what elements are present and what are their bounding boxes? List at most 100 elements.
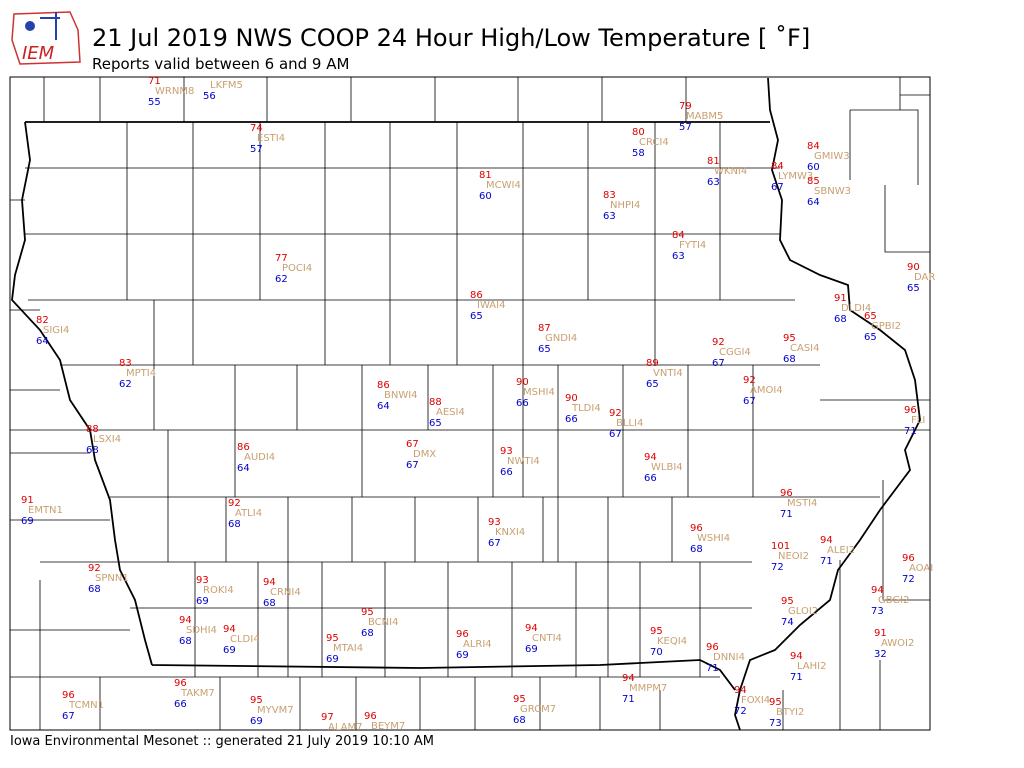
station-id: WLBI4 bbox=[651, 462, 683, 473]
station-low: 63 bbox=[707, 177, 720, 188]
station-id: DAR bbox=[914, 272, 935, 283]
station-id: CNTI4 bbox=[532, 633, 562, 644]
station-low: 65 bbox=[646, 379, 659, 390]
station-id: ESTI4 bbox=[257, 133, 285, 144]
station-id: GLOI2 bbox=[788, 606, 818, 617]
station-high: 91 bbox=[21, 495, 34, 506]
station-high: 90 bbox=[907, 262, 920, 273]
station-high: 95 bbox=[781, 596, 794, 607]
station-low: 62 bbox=[119, 379, 132, 390]
station-id: FLI bbox=[911, 415, 925, 426]
station-high: 87 bbox=[538, 323, 551, 334]
map bbox=[9, 76, 931, 731]
footer: Iowa Environmental Mesonet :: generated … bbox=[10, 734, 434, 749]
station-low: 64 bbox=[237, 463, 250, 474]
station-low: 63 bbox=[672, 251, 685, 262]
station-low: 67 bbox=[712, 358, 725, 369]
station-high: 74 bbox=[250, 123, 263, 134]
station-id: MTAI4 bbox=[333, 643, 363, 654]
station-id: GMIW3 bbox=[814, 151, 850, 162]
station-high: 65 bbox=[864, 311, 877, 322]
station-high: 96 bbox=[174, 678, 187, 689]
station-id: DNNI4 bbox=[713, 652, 745, 663]
logo-text: IEM bbox=[22, 43, 55, 64]
station-low: 68 bbox=[783, 354, 796, 365]
station-high: 96 bbox=[780, 488, 793, 499]
station-high: 92 bbox=[743, 375, 756, 386]
station-low: 73 bbox=[769, 718, 782, 729]
station-high: 77 bbox=[275, 253, 288, 264]
station-high: 92 bbox=[228, 498, 241, 509]
station-high: 96 bbox=[690, 523, 703, 534]
station-high: 90 bbox=[516, 377, 529, 388]
station-low: 60 bbox=[807, 162, 820, 173]
station-high: 95 bbox=[361, 607, 374, 618]
station-low: 71 bbox=[790, 672, 803, 683]
station-id: CGGI4 bbox=[719, 347, 751, 358]
station-high: 83 bbox=[603, 190, 616, 201]
station-low: 66 bbox=[174, 699, 187, 710]
title: 21 Jul 2019 NWS COOP 24 Hour High/Low Te… bbox=[92, 24, 810, 52]
station-low: 68 bbox=[263, 598, 276, 609]
station-low: 60 bbox=[479, 191, 492, 202]
station-id: SDHI4 bbox=[186, 625, 217, 636]
station-low: 55 bbox=[148, 97, 161, 108]
station-id: EMTN1 bbox=[28, 505, 63, 516]
station-high: 92 bbox=[88, 563, 101, 574]
station-low: 68 bbox=[86, 445, 99, 456]
station-high: 84 bbox=[807, 141, 820, 152]
station-low: 66 bbox=[500, 467, 513, 478]
station-id: ALAM7 bbox=[328, 722, 362, 733]
station-high: 94 bbox=[525, 623, 538, 634]
station-id: MMPM7 bbox=[629, 683, 667, 694]
station-low: 71 bbox=[706, 663, 719, 674]
station-id: DMX bbox=[413, 449, 436, 460]
station-high: 93 bbox=[196, 575, 209, 586]
station-id: ALEI2 bbox=[827, 545, 855, 556]
station-id: AWOI2 bbox=[881, 638, 914, 649]
station-high: 94 bbox=[644, 452, 657, 463]
station-id: TAKM7 bbox=[180, 688, 215, 699]
station-low: 71 bbox=[622, 694, 635, 705]
station-id: VNTI4 bbox=[653, 368, 683, 379]
station-high: 96 bbox=[456, 629, 469, 640]
station-id: IWAI4 bbox=[477, 300, 505, 311]
station-id: AESI4 bbox=[436, 407, 465, 418]
station-high: 86 bbox=[377, 380, 390, 391]
station-id: MYVM7 bbox=[257, 705, 294, 716]
station-high: 97 bbox=[321, 712, 334, 723]
station-high: 94 bbox=[622, 673, 635, 684]
station-high: 96 bbox=[902, 553, 915, 564]
station-low: 56 bbox=[203, 91, 216, 102]
station-low: 67 bbox=[62, 711, 75, 722]
station-id: CRNI4 bbox=[270, 587, 301, 598]
station-low: 68 bbox=[228, 519, 241, 530]
station-id: POCI4 bbox=[282, 263, 312, 274]
station-low: 65 bbox=[470, 311, 483, 322]
station-id: SBNW3 bbox=[814, 186, 851, 197]
station-low: 71 bbox=[780, 509, 793, 520]
station-id: BEYM7 bbox=[371, 721, 405, 732]
station-low: 70 bbox=[650, 647, 663, 658]
station-high: 96 bbox=[904, 405, 917, 416]
station-id: TLDI4 bbox=[571, 403, 601, 414]
station-id: WSHI4 bbox=[697, 533, 730, 544]
station-id: MCWI4 bbox=[486, 180, 521, 191]
station-low: 68 bbox=[690, 544, 703, 555]
station-id: MABM5 bbox=[686, 111, 723, 122]
station-id: NWTI4 bbox=[507, 456, 540, 467]
station-high: 92 bbox=[609, 408, 622, 419]
station-id: NHPI4 bbox=[610, 200, 640, 211]
station-low: 65 bbox=[864, 332, 877, 343]
station-high: 88 bbox=[429, 397, 442, 408]
station-low: 63 bbox=[603, 211, 616, 222]
station-id: ROKI4 bbox=[203, 585, 234, 596]
station-high: 91 bbox=[874, 628, 887, 639]
station-low: 74 bbox=[781, 617, 794, 628]
station-high: 81 bbox=[479, 170, 492, 181]
station-low: 67 bbox=[406, 460, 419, 471]
station-low: 65 bbox=[538, 344, 551, 355]
station-id: GNDI4 bbox=[545, 333, 577, 344]
